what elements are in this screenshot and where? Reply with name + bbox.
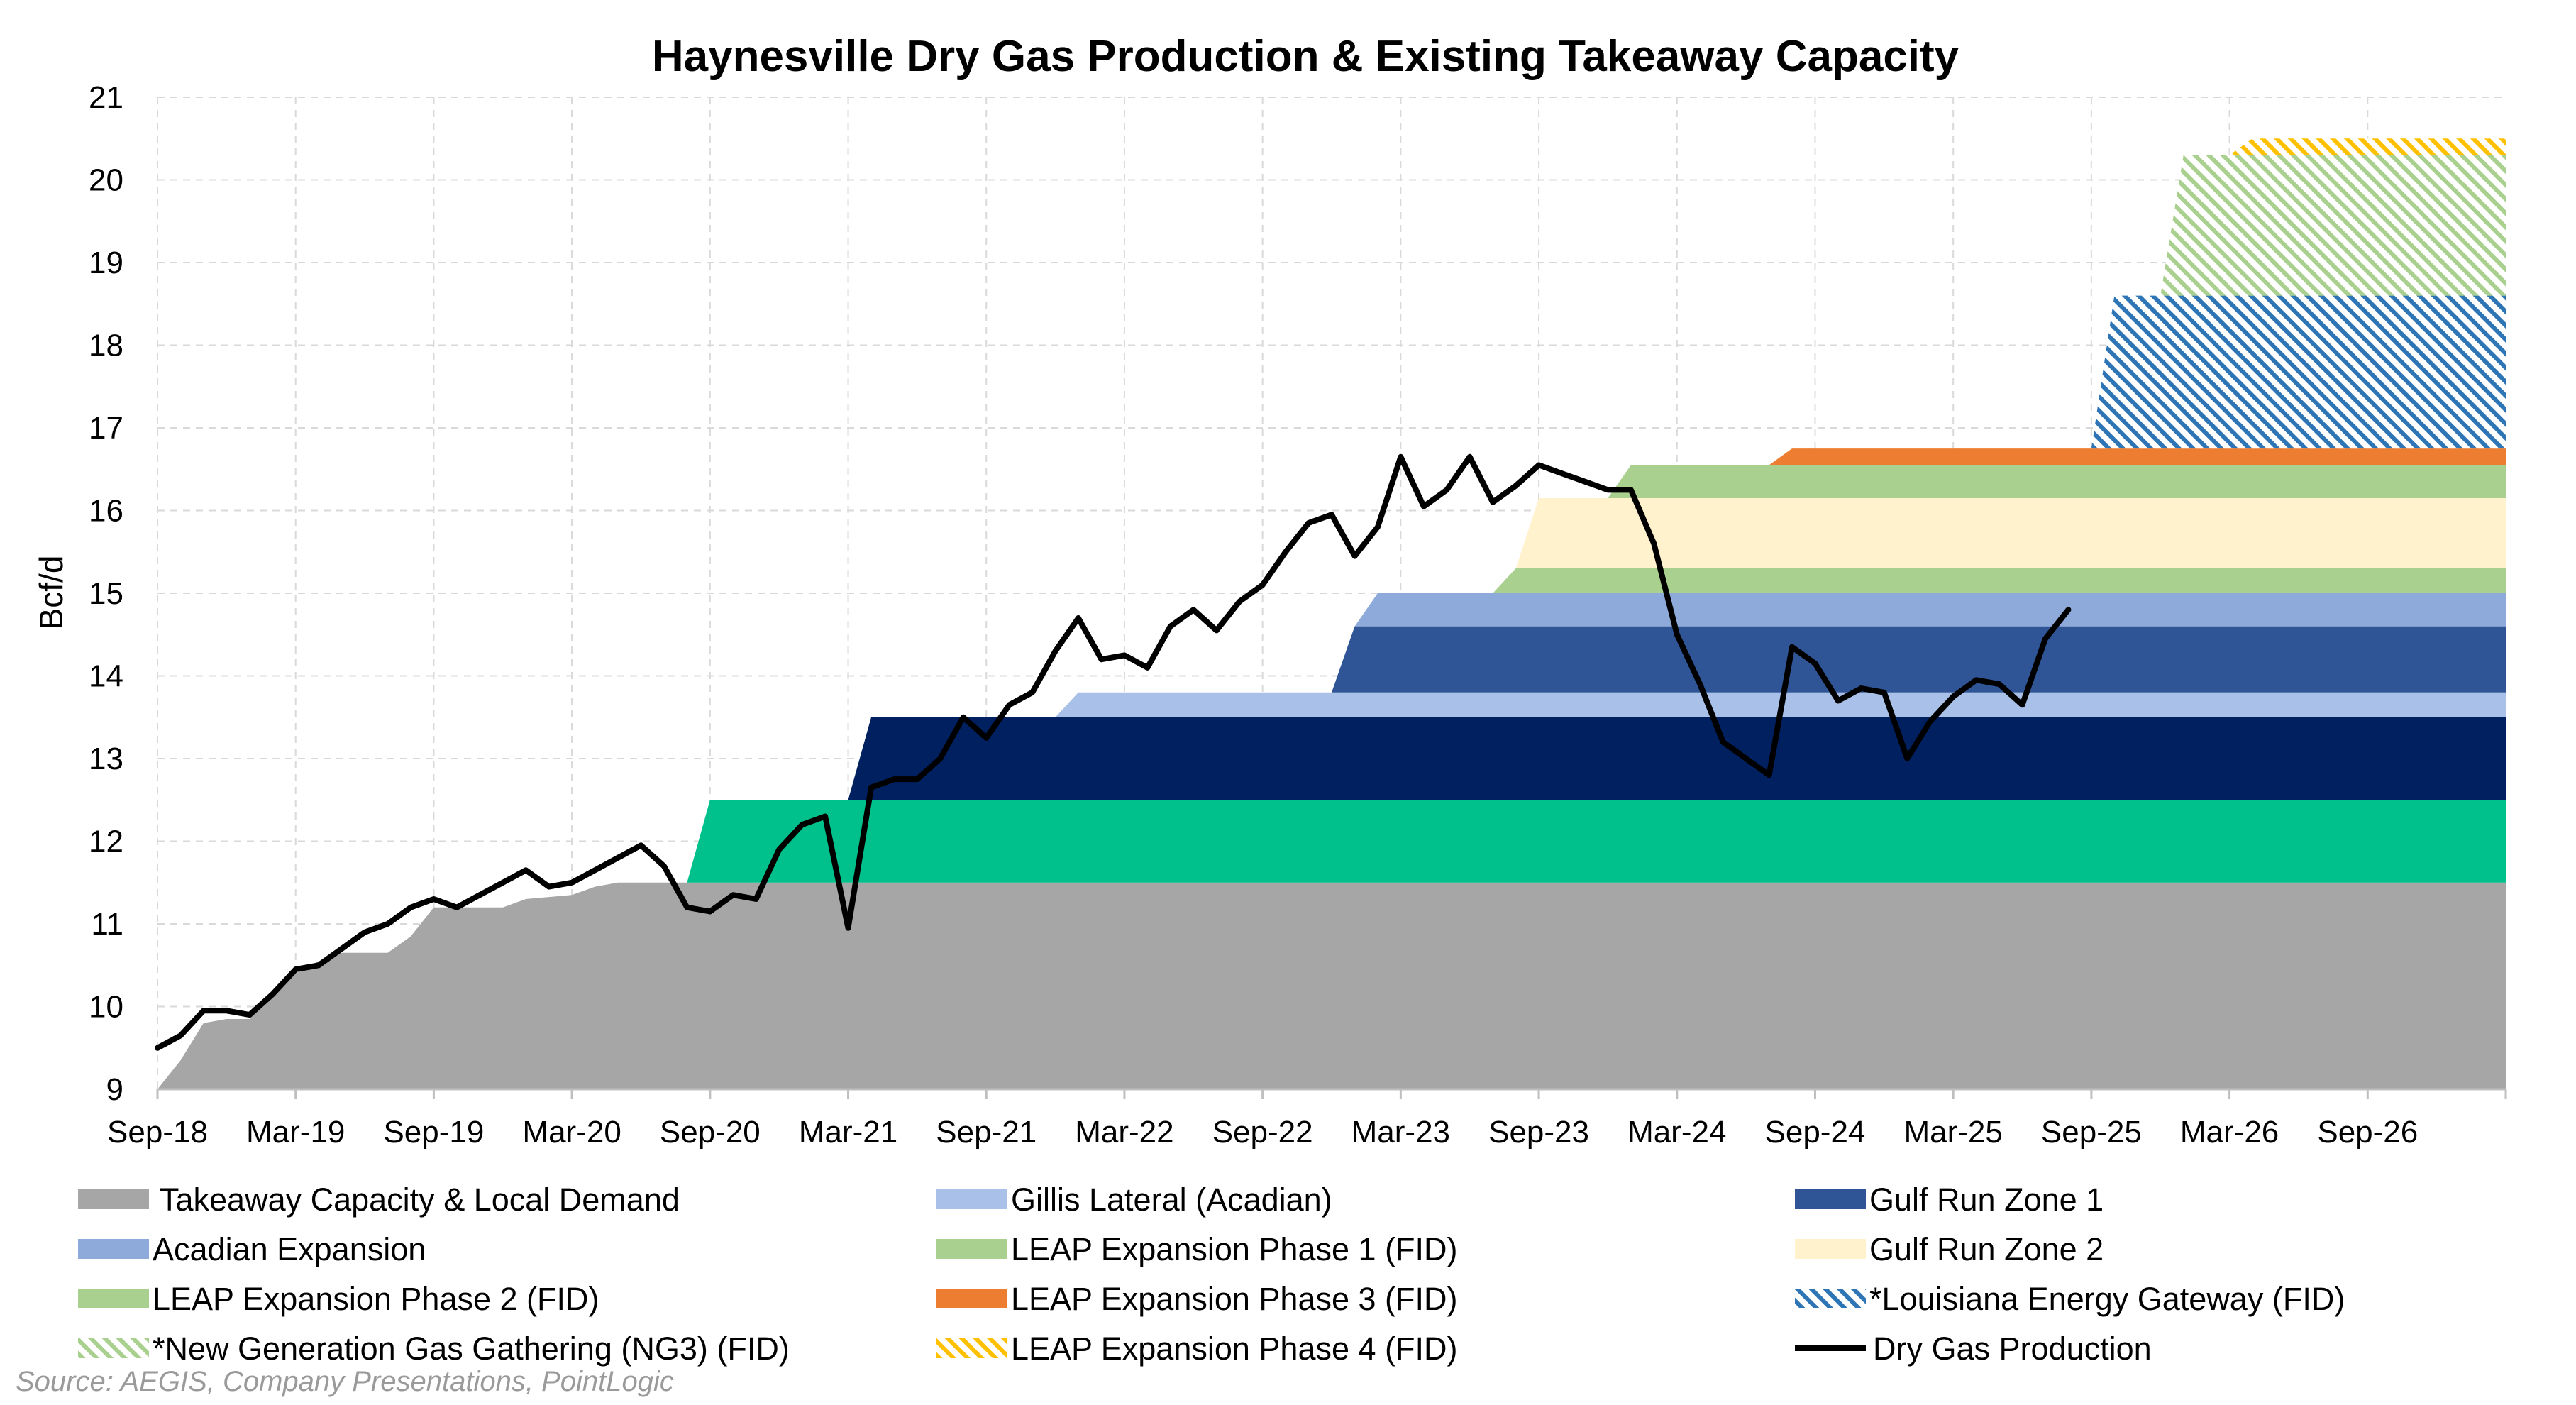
- legend-swatch: [936, 1239, 1007, 1259]
- y-tick-label: 18: [89, 329, 123, 363]
- x-tick-label: Sep-18: [107, 1115, 208, 1150]
- y-tick-label: 12: [89, 825, 123, 859]
- area-new-generation-gas-gathering-ng3-fid: [157, 155, 2506, 1089]
- x-tick-label: Mar-23: [1351, 1115, 1450, 1150]
- chart-title: Haynesville Dry Gas Production & Existin…: [652, 32, 1959, 81]
- x-tick-label: Mar-20: [522, 1115, 621, 1150]
- area-gulf-run-zone-2: [157, 498, 2506, 1089]
- legend-label: Dry Gas Production: [1873, 1330, 2152, 1367]
- x-tick-label: Sep-23: [1488, 1115, 1589, 1150]
- y-tick-label: 10: [89, 990, 123, 1025]
- legend-swatch: [78, 1289, 149, 1308]
- legend-label: Gillis Lateral (Acadian): [1011, 1181, 1332, 1218]
- x-tick-label: Sep-19: [383, 1115, 484, 1150]
- y-tick-label: 16: [89, 494, 123, 529]
- x-tick-label: Mar-21: [799, 1115, 897, 1150]
- legend-swatch: [1795, 1239, 1866, 1259]
- legend-label: Takeaway Capacity & Local Demand: [160, 1181, 680, 1218]
- legend-swatch: [936, 1289, 1007, 1308]
- x-tick-label: Mar-25: [1903, 1115, 2002, 1150]
- x-tick-label: Sep-22: [1212, 1115, 1313, 1150]
- y-tick-label: 9: [106, 1072, 123, 1107]
- legend-label: LEAP Expansion Phase 1 (FID): [1011, 1231, 1458, 1267]
- legend-label: Gulf Run Zone 1: [1869, 1181, 2104, 1218]
- source-note: Source: AEGIS, Company Presentations, Po…: [16, 1366, 674, 1397]
- legend-swatch: [936, 1189, 1007, 1209]
- y-tick-label: 20: [89, 163, 123, 198]
- legend-label: Acadian Expansion: [153, 1231, 426, 1267]
- x-tick-label: Sep-21: [936, 1115, 1037, 1150]
- area-louisiana-energy-gateway-fid: [157, 295, 2506, 1090]
- line-dry-gas-production: [155, 453, 2072, 1051]
- y-tick-label: 19: [89, 246, 123, 280]
- y-tick-label: 14: [89, 659, 123, 694]
- y-tick-label: 13: [89, 742, 123, 776]
- x-tick-label: Sep-20: [660, 1115, 761, 1150]
- production-line-layer: [155, 453, 2072, 1051]
- y-tick-label: 11: [91, 907, 123, 942]
- x-tick-label: Mar-26: [2180, 1115, 2279, 1150]
- legend-label: *New Generation Gas Gathering (NG3) (FID…: [153, 1330, 790, 1367]
- area-capacity-band-2: [157, 717, 2506, 1089]
- capacity-areas: [157, 138, 2506, 1090]
- area-takeaway-capacity-local-demand: [157, 882, 2506, 1089]
- x-tick-label: Sep-24: [1765, 1115, 1866, 1150]
- area-gulf-run-zone-1: [157, 626, 2506, 1089]
- y-axis-label: Bcf/d: [33, 556, 70, 630]
- legend-label: *Louisiana Energy Gateway (FID): [1869, 1281, 2345, 1317]
- x-tick-label: Mar-22: [1075, 1115, 1173, 1150]
- legend-swatch: [936, 1338, 1007, 1358]
- legend-swatch: [1795, 1189, 1866, 1209]
- legend-label: LEAP Expansion Phase 4 (FID): [1011, 1330, 1458, 1367]
- x-tick-label: Sep-26: [2317, 1115, 2418, 1150]
- legend-label: Gulf Run Zone 2: [1869, 1231, 2104, 1267]
- y-tick-label: 17: [89, 411, 123, 446]
- y-tick-label: 15: [89, 576, 123, 611]
- legend-label: LEAP Expansion Phase 2 (FID): [153, 1281, 599, 1317]
- legend-swatch: [78, 1189, 149, 1209]
- legend-label: LEAP Expansion Phase 3 (FID): [1011, 1281, 1458, 1317]
- y-tick-label: 21: [89, 80, 123, 115]
- legend: Takeaway Capacity & Local Demand Gillis L…: [78, 1181, 2345, 1367]
- x-tick-label: Sep-25: [2041, 1115, 2142, 1150]
- legend-swatch: [78, 1239, 149, 1259]
- legend-swatch: [78, 1338, 149, 1358]
- x-tick-label: Mar-24: [1627, 1115, 1726, 1150]
- area-capacity-band-1: [157, 800, 2506, 1089]
- legend-swatch: [1795, 1289, 1866, 1308]
- x-tick-label: Mar-19: [246, 1115, 345, 1150]
- axes: 9 10 11 12 13 14 15 16 17 18 19 20 21 Sep-18 Mar-19 Sep…: [89, 80, 2507, 1150]
